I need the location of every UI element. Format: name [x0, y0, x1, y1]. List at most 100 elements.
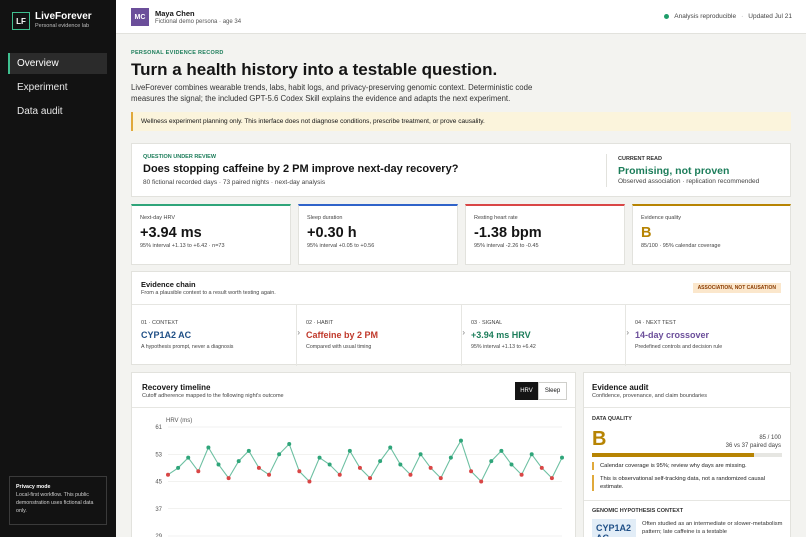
- evidence-chain-card: Evidence chain From a plausible context …: [131, 271, 791, 366]
- top-bar: MC Maya Chen Fictional demo persona · ag…: [116, 0, 806, 34]
- quality-progress-bar: [592, 453, 782, 457]
- question-divider: [606, 154, 607, 187]
- step-title: 14-day crossover: [635, 330, 710, 340]
- timeline-title: Recovery timeline: [142, 383, 211, 392]
- data-point: [458, 438, 463, 443]
- current-read-subtitle: Observed association · replication recom…: [618, 178, 760, 185]
- brand-subtitle: Personal evidence lab: [35, 23, 90, 29]
- brand-name: LiveForever: [35, 11, 92, 22]
- metric-interval: 95% interval +0.05 to +0.56: [307, 243, 375, 249]
- metric-value: -1.38 bpm: [474, 225, 542, 241]
- current-read-title: Promising, not proven: [618, 165, 730, 177]
- user-name: Maya Chen: [155, 9, 195, 18]
- record-eyebrow: PERSONAL EVIDENCE RECORD: [131, 50, 224, 56]
- metric-interval: 95% interval -2.26 to -0.45: [474, 243, 539, 249]
- quality-grade: B: [592, 428, 607, 450]
- data-point: [287, 442, 292, 447]
- audit-divider: [584, 407, 790, 408]
- step-subtitle: Predefined controls and decision rule: [635, 344, 723, 350]
- data-point: [539, 465, 544, 470]
- paired-days: 36 vs 37 paired days: [725, 443, 781, 449]
- data-point: [408, 472, 413, 477]
- avatar[interactable]: MC: [131, 8, 149, 26]
- recovery-timeline-card: Recovery timeline Cutoff adherence mappe…: [131, 372, 576, 537]
- audit-title: Evidence audit: [592, 383, 649, 392]
- data-point: [438, 476, 443, 481]
- genomic-text: Often studied as an intermediate or slow…: [642, 521, 783, 535]
- chain-step-context: 01 · CONTEXT CYP1A2 AC A hypothesis prom…: [132, 305, 300, 366]
- toggle-sleep[interactable]: Sleep: [538, 382, 567, 400]
- data-point: [529, 452, 534, 457]
- genomic-eyebrow: GENOMIC HYPOTHESIS CONTEXT: [592, 508, 684, 514]
- step-eyebrow: 02 · HABIT: [306, 320, 334, 326]
- privacy-text: Local-first workflow. This public demons…: [16, 492, 94, 514]
- data-point: [549, 476, 554, 481]
- privacy-notice: Privacy mode Local-first workflow. This …: [9, 476, 107, 525]
- data-point: [337, 472, 342, 477]
- current-read-eyebrow: CURRENT READ: [618, 156, 662, 162]
- data-point: [519, 472, 524, 477]
- question-subtitle: 80 fictional recorded days · 73 paired n…: [143, 179, 326, 186]
- y-axis-label: HRV (ms): [166, 418, 192, 424]
- quality-score: 85 / 100 36 vs 37 paired days: [726, 434, 781, 450]
- data-point: [388, 445, 393, 450]
- data-point: [166, 472, 170, 477]
- data-point: [499, 448, 504, 453]
- data-quality-eyebrow: DATA QUALITY: [592, 416, 632, 422]
- data-point: [357, 465, 362, 470]
- metric-interval: 95% interval +1.13 to +6.42 · n=73: [140, 243, 225, 249]
- metric-card-sleep: Sleep duration +0.30 h 95% interval +0.0…: [298, 204, 458, 265]
- data-point: [226, 476, 231, 481]
- metric-card-hrv: Next-day HRV +3.94 ms 95% interval +1.13…: [131, 204, 291, 265]
- status-separator: ·: [741, 13, 744, 20]
- hrv-series-line: [167, 439, 563, 483]
- chevron-right-icon: ›: [626, 328, 629, 337]
- nav-item-overview[interactable]: Overview: [8, 53, 107, 74]
- metric-value: +0.30 h: [307, 225, 357, 241]
- metric-interval: 85/100 · 95% calendar coverage: [641, 243, 721, 249]
- data-point: [327, 462, 332, 467]
- updated-text: Updated Jul 21: [748, 13, 792, 20]
- data-point: [297, 469, 302, 474]
- data-point: [176, 465, 181, 470]
- data-point: [489, 459, 494, 464]
- question-card: QUESTION UNDER REVIEW Does stopping caff…: [131, 143, 791, 197]
- chain-title: Evidence chain: [141, 280, 196, 289]
- metric-value: B: [641, 225, 652, 241]
- question-title: Does stopping caffeine by 2 PM improve n…: [143, 163, 459, 175]
- metric-label: Resting heart rate: [474, 215, 518, 221]
- quality-score-value: 85 / 100: [759, 435, 781, 441]
- chevron-right-icon: ›: [462, 328, 465, 337]
- y-tick-label: 37: [155, 507, 162, 513]
- data-point: [307, 479, 312, 484]
- timeline-divider: [132, 407, 575, 408]
- data-point: [418, 452, 423, 457]
- analysis-status: Analysis reproducible · Updated Jul 21: [664, 13, 792, 20]
- data-point: [479, 479, 484, 484]
- data-point: [560, 455, 564, 460]
- data-point: [206, 445, 211, 450]
- chain-step-signal: 03 · SIGNAL +3.94 ms HRV 95% interval +1…: [462, 305, 629, 366]
- audit-note-observational: This is observational self-tracking data…: [592, 475, 784, 491]
- toggle-hrv[interactable]: HRV: [515, 382, 538, 400]
- step-subtitle: 95% interval +1.13 to +6.42: [471, 344, 536, 350]
- hrv-chart: HRV (ms) 61 53 45 37 29: [155, 418, 564, 537]
- status-dot-icon: [664, 14, 670, 19]
- y-tick-label: 45: [155, 480, 162, 486]
- metric-value: +3.94 ms: [140, 225, 202, 241]
- intro-text: LiveForever combines wearable trends, la…: [131, 83, 533, 103]
- privacy-title: Privacy mode: [16, 484, 51, 490]
- quality-progress-fill: [592, 453, 754, 457]
- nav-item-experiment[interactable]: Experiment: [17, 82, 68, 93]
- data-point: [256, 465, 261, 470]
- data-point: [428, 465, 433, 470]
- nav-item-data-audit[interactable]: Data audit: [17, 106, 63, 117]
- data-point: [509, 462, 514, 467]
- chain-step-habit: 02 · HABIT Caffeine by 2 PM Compared wit…: [297, 305, 465, 366]
- step-title: +3.94 ms HRV: [471, 330, 531, 340]
- step-title: CYP1A2 AC: [141, 330, 192, 340]
- chain-step-next-test: 04 · NEXT TEST 14-day crossover Predefin…: [626, 305, 790, 366]
- data-point: [317, 455, 322, 460]
- y-tick-label: 29: [155, 534, 162, 537]
- data-point: [246, 448, 251, 453]
